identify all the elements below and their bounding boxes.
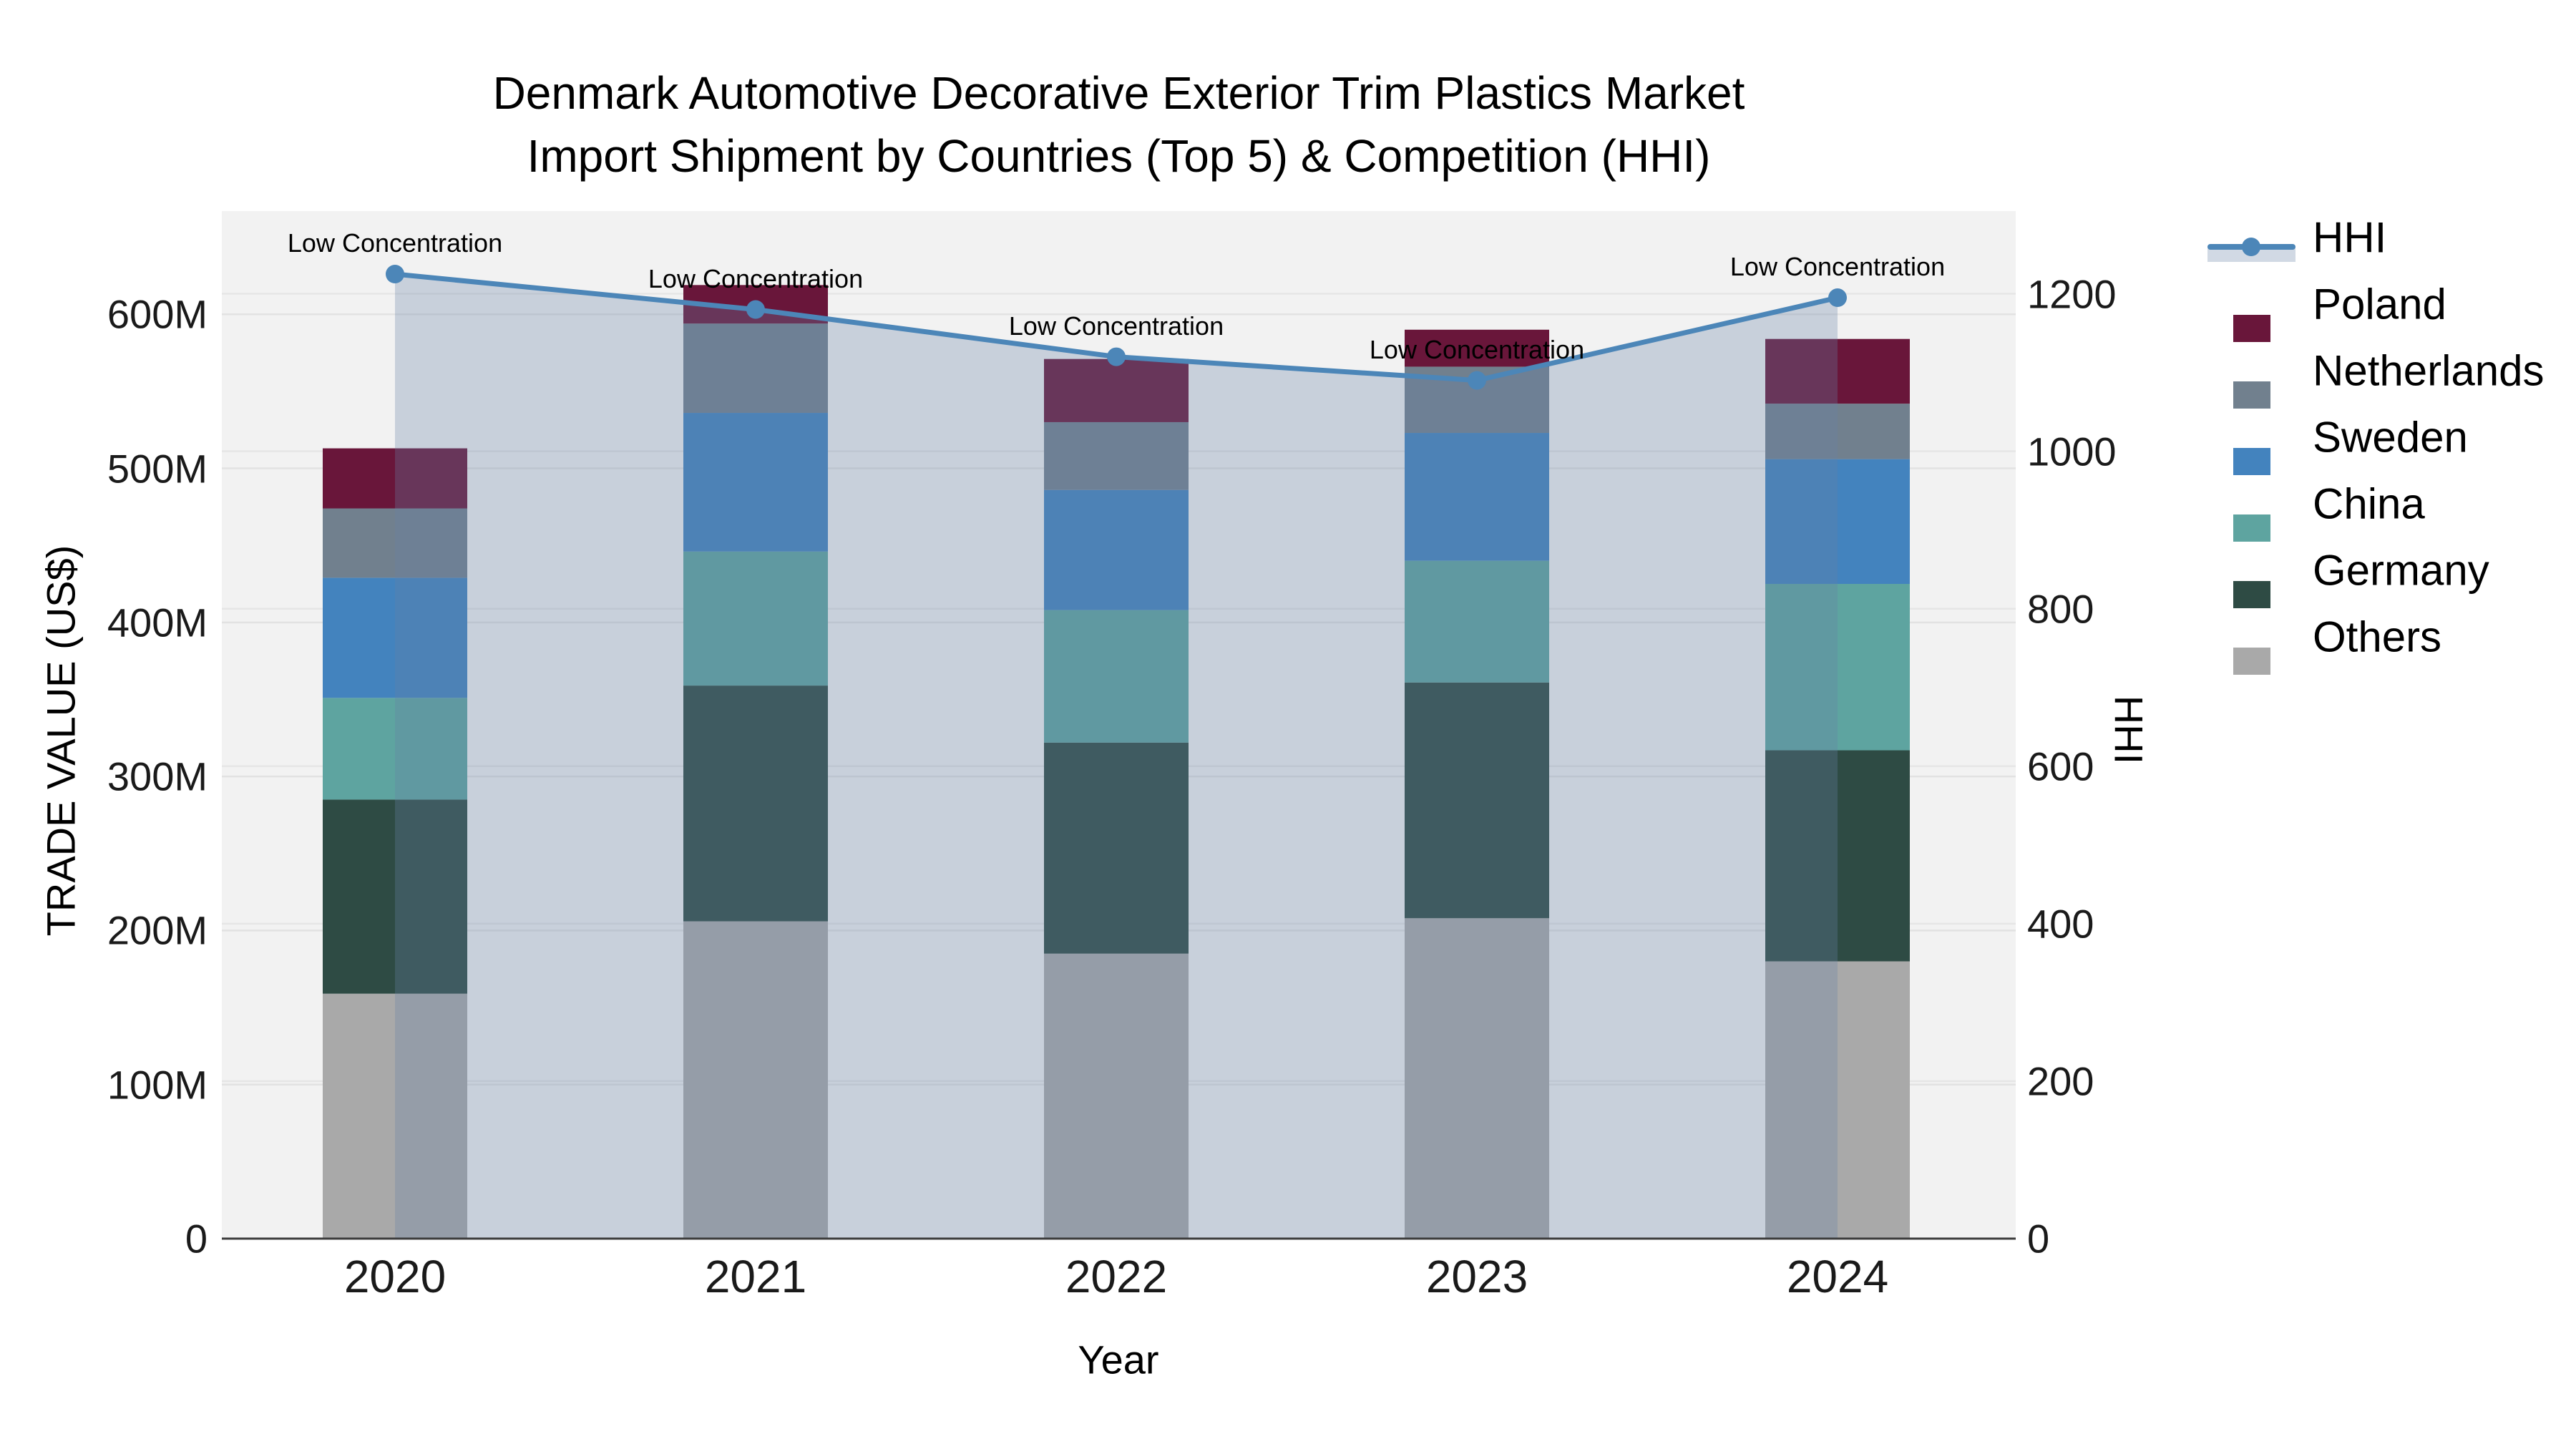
x-tick-label: 2023	[1425, 1251, 1528, 1302]
bar-2020-netherlands[interactable]	[323, 508, 467, 578]
bar-2024-netherlands[interactable]	[1765, 404, 1910, 459]
x-tick-label: 2024	[1786, 1251, 1889, 1302]
hhi-marker-2020[interactable]	[386, 265, 404, 284]
hhi-marker-2022[interactable]	[1107, 347, 1126, 366]
poland-swatch-icon	[2233, 315, 2270, 342]
y-right-tick-label: 600	[2027, 743, 2094, 789]
y-left-tick-label: 100M	[107, 1062, 208, 1108]
y-left-tick-label: 300M	[107, 753, 208, 799]
y-right-tick-label: 1000	[2027, 429, 2117, 474]
x-tick-label: 2020	[343, 1251, 447, 1302]
y-right-tick-label: 1200	[2027, 271, 2117, 317]
legend-label: Netherlands	[2313, 346, 2545, 394]
bar-2024-china[interactable]	[1765, 584, 1910, 751]
annotation-2022: Low Concentration	[1008, 311, 1224, 341]
bar-2020-germany[interactable]	[323, 799, 467, 994]
y-left-tick-label: 600M	[107, 291, 208, 337]
x-tick-label: 2022	[1065, 1251, 1168, 1302]
bar-2020-china[interactable]	[323, 698, 467, 800]
bar-2024-germany[interactable]	[1765, 750, 1910, 962]
bar-2021-sweden[interactable]	[683, 413, 828, 552]
annotation-2023: Low Concentration	[1369, 334, 1585, 364]
bar-2021-others[interactable]	[683, 921, 828, 1239]
legend-label: Germany	[2313, 546, 2489, 594]
bar-2023-germany[interactable]	[1405, 682, 1549, 919]
chart-title-line1: Denmark Automotive Decorative Exterior T…	[492, 67, 1745, 119]
bar-2023-poland[interactable]	[1405, 329, 1549, 367]
bar-2022-poland[interactable]	[1044, 358, 1189, 422]
bar-2024-sweden[interactable]	[1765, 459, 1910, 585]
germany-swatch-icon	[2233, 581, 2270, 608]
hhi-marker-icon	[2242, 238, 2260, 256]
bar-2022-others[interactable]	[1044, 953, 1189, 1239]
bar-2022-sweden[interactable]	[1044, 489, 1189, 610]
annotation-2021: Low Concentration	[648, 263, 864, 293]
bar-2021-netherlands[interactable]	[683, 323, 828, 414]
bar-2020-poland[interactable]	[323, 448, 467, 509]
legend-label: China	[2313, 479, 2425, 527]
legend-label: Poland	[2313, 280, 2446, 328]
bar-2023-sweden[interactable]	[1405, 433, 1549, 561]
y-right-tick-label: 800	[2027, 586, 2094, 632]
x-tick-label: 2021	[704, 1251, 807, 1302]
annotation-2020: Low Concentration	[287, 228, 503, 258]
y-left-tick-label: 200M	[107, 907, 208, 953]
y-right-tick-label: 400	[2027, 901, 2094, 947]
chart-title-line2: Import Shipment by Countries (Top 5) & C…	[527, 130, 1711, 182]
annotation-2024: Low Concentration	[1729, 252, 1946, 282]
hhi-marker-2023[interactable]	[1468, 371, 1486, 390]
y-axis-title-right: HHI	[2106, 695, 2152, 765]
legend-label: Sweden	[2313, 413, 2468, 461]
y-right-tick-label: 200	[2027, 1058, 2094, 1104]
legend-label: Others	[2313, 613, 2442, 660]
x-axis-title: Year	[1078, 1337, 1159, 1382]
chart-title: Denmark Automotive Decorative Exterior T…	[222, 62, 2016, 187]
sweden-swatch-icon	[2233, 448, 2270, 475]
bar-2024-poland[interactable]	[1765, 338, 1910, 404]
bar-2020-sweden[interactable]	[323, 577, 467, 698]
y-left-tick-label: 0	[185, 1216, 208, 1262]
china-swatch-icon	[2233, 514, 2270, 542]
hhi-area-fill	[395, 274, 1838, 1239]
legend-label: HHI	[2313, 213, 2387, 261]
bar-2020-others[interactable]	[323, 993, 467, 1239]
bar-2023-others[interactable]	[1405, 918, 1549, 1239]
hhi-legend-line-icon	[2207, 238, 2296, 262]
hhi-marker-2021[interactable]	[746, 300, 765, 319]
others-swatch-icon	[2233, 648, 2270, 675]
hhi-marker-2024[interactable]	[1828, 288, 1847, 308]
y-right-tick-label: 0	[2027, 1216, 2050, 1262]
bar-2021-germany[interactable]	[683, 686, 828, 922]
bar-2023-china[interactable]	[1405, 560, 1549, 683]
bar-2024-others[interactable]	[1765, 961, 1910, 1239]
bar-2022-china[interactable]	[1044, 610, 1189, 743]
bar-2021-china[interactable]	[683, 551, 828, 686]
netherlands-swatch-icon	[2233, 381, 2270, 409]
bar-2022-netherlands[interactable]	[1044, 421, 1189, 490]
bar-2022-germany[interactable]	[1044, 742, 1189, 954]
y-left-tick-label: 500M	[107, 446, 208, 492]
y-left-tick-label: 400M	[107, 600, 208, 645]
